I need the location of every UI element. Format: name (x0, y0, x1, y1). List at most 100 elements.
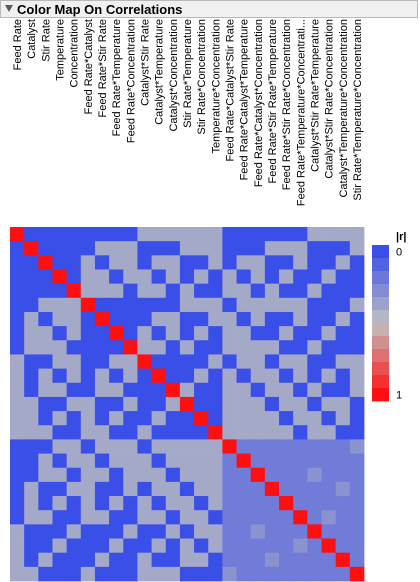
column-label: Feed Rate*Concentration (125, 19, 137, 143)
heatmap-cell (66, 453, 82, 469)
heatmap-cell (293, 326, 308, 341)
heatmap-cell (264, 354, 280, 369)
heatmap-cell (194, 566, 209, 582)
heatmap-cell (10, 311, 25, 327)
heatmap-cell (208, 396, 223, 412)
heatmap-cell (307, 241, 322, 256)
heatmap-cell (293, 269, 308, 285)
heatmap-cell (335, 425, 351, 440)
heatmap-cell (349, 326, 365, 341)
heatmap-cell (10, 354, 25, 369)
heatmap-cell (222, 255, 237, 270)
heatmap-cell (94, 566, 110, 582)
heatmap-cell (250, 241, 266, 256)
column-label: Feed Rate*Stir Rate*Concentration (281, 19, 293, 190)
heatmap-cell (165, 467, 181, 483)
heatmap-cell (307, 255, 322, 270)
heatmap-cell (279, 411, 294, 426)
column-label: Catalyst (26, 19, 38, 59)
heatmap-cell (38, 326, 53, 341)
heatmap-cell (123, 425, 138, 440)
color-legend: |r| 0 1 (372, 231, 406, 402)
heatmap-cell (66, 340, 82, 355)
heatmap-cell (349, 241, 365, 256)
heatmap-cell (293, 566, 308, 582)
heatmap-cell (208, 425, 223, 440)
column-label: Catalyst*Concentration (168, 19, 180, 132)
heatmap-cell (321, 326, 337, 341)
heatmap-cell (38, 411, 53, 426)
heatmap-cell (222, 297, 237, 313)
legend-swatch (372, 375, 389, 389)
heatmap-cell (349, 467, 365, 483)
heatmap-cell (179, 269, 195, 285)
heatmap-cell (194, 241, 209, 256)
heatmap-cell (335, 496, 351, 511)
heatmap-cell (293, 396, 308, 412)
heatmap-cell (24, 283, 39, 299)
heatmap-cell (94, 481, 110, 497)
heatmap-cell (321, 269, 337, 285)
heatmap-cell (123, 453, 138, 469)
heatmap-cell (38, 481, 53, 497)
heatmap-cell (179, 467, 195, 483)
heatmap-cell (208, 241, 223, 256)
heatmap-cell (321, 368, 337, 384)
heatmap-cell (179, 311, 195, 327)
triangle-down-icon[interactable] (5, 5, 13, 12)
heatmap-cell (293, 241, 308, 256)
heatmap-cell (349, 524, 365, 539)
heatmap-cell (10, 453, 25, 469)
report-header[interactable]: Color Map On Correlations (0, 0, 418, 18)
heatmap-cell (179, 283, 195, 299)
heatmap-cell (208, 453, 223, 469)
heatmap-cell (321, 566, 337, 582)
heatmap-cell (250, 227, 266, 242)
heatmap-cell (24, 241, 39, 256)
heatmap-cell (293, 467, 308, 483)
heatmap-cell (349, 297, 365, 313)
heatmap-cell (236, 283, 252, 299)
heatmap-cell (165, 368, 181, 384)
heatmap-cell (24, 467, 39, 483)
heatmap-cell (123, 255, 138, 270)
heatmap-cell (80, 241, 96, 256)
heatmap-cell (194, 227, 209, 242)
column-label: Catalyst*Temperature*Concentration (338, 19, 350, 198)
heatmap-cell (208, 538, 223, 554)
heatmap-cell (137, 354, 152, 369)
heatmap-cell (165, 524, 181, 539)
heatmap-cell (38, 283, 53, 299)
heatmap-cell (349, 382, 365, 398)
heatmap-cell (10, 269, 25, 285)
heatmap-cell (137, 283, 152, 299)
heatmap-cell (307, 552, 322, 568)
heatmap-cell (222, 283, 237, 299)
heatmap-cell (194, 283, 209, 299)
heatmap-cell (279, 269, 294, 285)
heatmap-cell (250, 283, 266, 299)
heatmap-cell (208, 439, 223, 454)
heatmap-cell (335, 255, 351, 270)
heatmap-cell (321, 255, 337, 270)
heatmap-cell (137, 496, 152, 511)
heatmap-cell (293, 340, 308, 355)
heatmap-cell (321, 396, 337, 412)
heatmap-cell (335, 368, 351, 384)
heatmap-cell (321, 425, 337, 440)
legend-swatch (372, 271, 389, 285)
heatmap-cell (236, 340, 252, 355)
heatmap-cell (10, 538, 25, 554)
heatmap-cell (250, 481, 266, 497)
heatmap-cell (52, 552, 68, 568)
heatmap-cell (179, 510, 195, 525)
heatmap-cell (137, 340, 152, 355)
heatmap-cell (321, 524, 337, 539)
heatmap-cell (236, 524, 252, 539)
heatmap-cell (123, 524, 138, 539)
heatmap-cell (123, 326, 138, 341)
heatmap-cell (52, 467, 68, 483)
heatmap-cell (24, 552, 39, 568)
heatmap-cell (279, 524, 294, 539)
heatmap-cell (264, 255, 280, 270)
